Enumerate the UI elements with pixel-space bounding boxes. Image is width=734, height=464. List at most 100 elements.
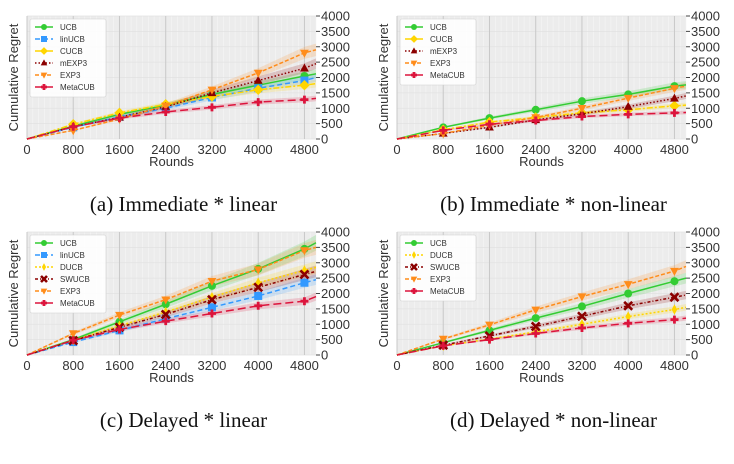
- y-tick-label: 3500: [691, 24, 720, 39]
- point-SWUCB: [623, 300, 634, 311]
- y-tick-label: 1500: [691, 85, 720, 100]
- y-tick-label: 1500: [321, 301, 350, 316]
- point-EXP3: [161, 102, 171, 111]
- point-MetaCUB: [207, 309, 216, 318]
- point-EXP3: [670, 85, 679, 94]
- legend-box: [399, 234, 477, 302]
- legend-marker-MetaCUB: [411, 72, 417, 78]
- x-tick-label: 0: [23, 358, 30, 373]
- legend: UCB CUCB mEXP3 EXP3 MetaCUB: [399, 18, 477, 86]
- legend-marker-DUCB: [411, 251, 417, 259]
- x-tick-label: 3200: [197, 142, 226, 157]
- band-UCB: [397, 81, 686, 139]
- legend: UCB DUCB SWUCB EXP3 MetaCUB: [399, 234, 477, 302]
- point-MetaCUB: [300, 297, 309, 306]
- point-EXP3: [300, 49, 309, 58]
- point-DUCB: [301, 265, 308, 276]
- legend-label: MetaCUB: [60, 83, 95, 92]
- point-CUCB: [253, 84, 264, 95]
- legend-label: SWUCB: [430, 263, 460, 272]
- band-CUCB: [27, 79, 316, 139]
- band-MetaCUB: [397, 110, 686, 139]
- point-linUCB: [300, 278, 309, 287]
- y-tick-label: 4000: [691, 225, 720, 240]
- point-MetaCUB: [254, 98, 263, 107]
- legend-label: UCB: [60, 239, 77, 248]
- band-CUCB: [397, 102, 686, 139]
- point-MetaCUB: [531, 116, 540, 125]
- legend-marker-mEXP3: [410, 47, 418, 54]
- x-tick-label: 800: [432, 142, 454, 157]
- point-MetaCUB: [161, 317, 170, 326]
- point-EXP3: [207, 86, 217, 95]
- point-EXP3: [577, 293, 587, 302]
- legend-label: UCB: [430, 23, 447, 32]
- y-tick-label: 1000: [691, 101, 720, 116]
- line-UCB: [26, 73, 317, 140]
- y-tick-label: 1000: [321, 317, 350, 332]
- band-MetaCUB: [27, 95, 316, 139]
- x-tick-label: 0: [393, 358, 400, 373]
- x-tick-label: 0: [393, 142, 400, 157]
- x-tick-label: 1600: [105, 142, 134, 157]
- point-EXP3: [161, 296, 171, 305]
- legend-marker-UCB: [41, 24, 47, 30]
- point-UCB: [531, 314, 540, 323]
- series-MetaCUB: [396, 108, 687, 140]
- chart-d-caption: (d) Delayed * non-linear: [450, 408, 657, 432]
- line-MetaCUB: [396, 317, 687, 356]
- y-tick-label: 1500: [691, 301, 720, 316]
- legend-label: SWUCB: [60, 275, 90, 284]
- legend: UCB linUCB DUCB SWUCB EXP3 MetaCUB: [29, 234, 107, 314]
- line-UCB: [396, 277, 687, 356]
- y-tick-label: 4000: [691, 9, 720, 24]
- x-tick-label: 4000: [244, 142, 273, 157]
- series-MetaCUB: [396, 315, 687, 356]
- y-tick-label: 0: [691, 132, 698, 147]
- y-tick-label: 2500: [691, 55, 720, 70]
- point-MetaCUB: [439, 126, 448, 135]
- point-MetaCUB: [624, 110, 633, 119]
- legend-label: EXP3: [60, 71, 81, 80]
- x-tick-label: 800: [62, 142, 84, 157]
- legend-marker-SWUCB: [40, 275, 48, 283]
- line-EXP3: [26, 246, 317, 356]
- y-tick-label: 0: [691, 348, 698, 363]
- legend-label: EXP3: [430, 59, 451, 68]
- band-SWUCB: [27, 265, 316, 355]
- legend-marker-MetaCUB: [41, 300, 47, 306]
- y-tick-label: 500: [321, 332, 343, 347]
- chart-c: 0 500 1000 1500 2000 2500 3000 3500 4000 0 800 1600…: [0, 216, 367, 448]
- point-EXP3: [623, 94, 633, 103]
- chart-b-caption: (b) Immediate * non-linear: [440, 192, 667, 216]
- legend-marker-linUCB: [41, 36, 47, 42]
- y-tick-label: 3000: [691, 255, 720, 270]
- legend-label: MetaCUB: [430, 287, 465, 296]
- line-CUCB: [26, 82, 317, 140]
- x-tick-label: 800: [62, 358, 84, 373]
- line-linUCB: [26, 76, 317, 140]
- x-tick-label: 2400: [151, 142, 180, 157]
- point-MetaCUB: [439, 341, 448, 350]
- point-CUCB: [299, 79, 310, 91]
- point-MetaCUB: [485, 335, 494, 344]
- legend-label: linUCB: [60, 251, 85, 260]
- chart-b: 0 500 1000 1500 2000 2500 3000 3500 4000 0 800 1600…: [370, 0, 734, 232]
- y-tick-label: 2000: [691, 70, 720, 85]
- legend-box: [29, 18, 107, 98]
- y-tick-label: 500: [691, 116, 713, 131]
- point-mEXP3: [623, 101, 633, 110]
- point-SWUCB: [669, 292, 680, 303]
- point-linUCB: [207, 303, 216, 312]
- line-SWUCB: [26, 270, 317, 356]
- x-tick-label: 4000: [614, 142, 643, 157]
- legend-marker-UCB: [411, 24, 417, 30]
- x-tick-label: 3200: [567, 358, 596, 373]
- point-SWUCB: [299, 269, 310, 280]
- y-axis-label: Cumulative Regret: [6, 23, 21, 131]
- legend-marker-linUCB: [41, 252, 47, 258]
- point-EXP3: [253, 266, 263, 275]
- point-MetaCUB: [254, 301, 263, 310]
